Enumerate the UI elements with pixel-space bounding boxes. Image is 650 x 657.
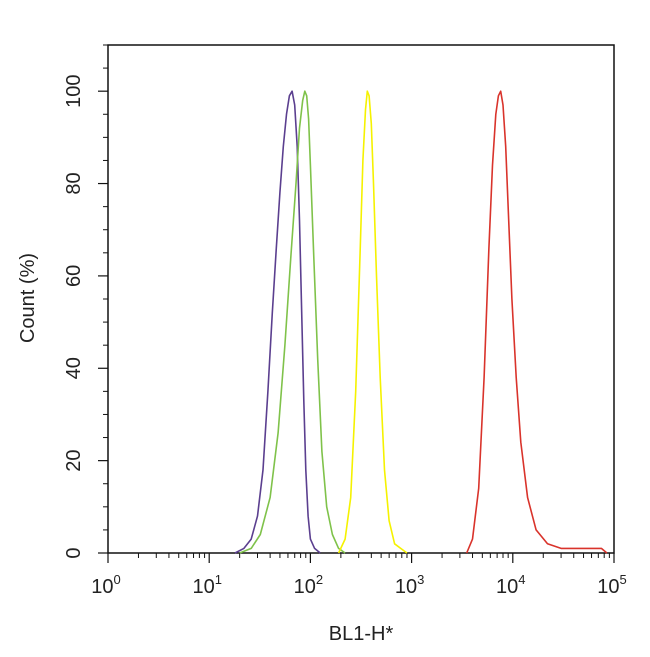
y-axis-ticks: 0 20 40 60 80 100 xyxy=(63,44,108,559)
x-tick-label-base: 10 xyxy=(294,576,316,598)
x-tick-label-exponent: 1 xyxy=(215,572,222,587)
x-tick-label-exponent: 4 xyxy=(518,572,525,587)
histogram-series-2 xyxy=(239,90,346,554)
x-tick-label: 103 xyxy=(395,572,424,598)
histogram-series-4 xyxy=(465,90,608,554)
x-tick-label: 104 xyxy=(496,572,525,598)
x-tick-label-base: 10 xyxy=(597,576,619,598)
x-tick-label: 105 xyxy=(597,572,626,598)
x-tick-label-exponent: 5 xyxy=(620,572,627,587)
y-tick-label: 20 xyxy=(63,450,85,472)
y-tick-label: 80 xyxy=(63,172,85,194)
x-tick-label-base: 10 xyxy=(395,576,417,598)
x-tick-label-base: 10 xyxy=(192,576,214,598)
y-tick-label: 40 xyxy=(63,357,85,379)
x-tick-label-exponent: 0 xyxy=(114,572,121,587)
x-tick-label-exponent: 3 xyxy=(417,572,424,587)
x-tick-label: 102 xyxy=(294,572,323,598)
x-tick-label-exponent: 2 xyxy=(316,572,323,587)
histogram-series-1 xyxy=(234,90,321,554)
x-tick-label-base: 10 xyxy=(496,576,518,598)
series-layer xyxy=(234,90,608,554)
y-tick-label: 0 xyxy=(63,547,85,558)
histogram-series-3 xyxy=(337,90,408,554)
x-axis-label: BL1-H* xyxy=(329,623,394,645)
y-axis-label: Count (%) xyxy=(17,253,39,343)
x-tick-label-base: 10 xyxy=(91,576,113,598)
x-axis-ticks: 100 101 102 103 104 105 xyxy=(91,553,627,598)
y-tick-label: 60 xyxy=(63,265,85,287)
x-tick-label: 101 xyxy=(192,572,221,598)
x-tick-label: 100 xyxy=(91,572,120,598)
plot-frame xyxy=(107,44,615,554)
y-tick-label: 100 xyxy=(63,74,85,107)
